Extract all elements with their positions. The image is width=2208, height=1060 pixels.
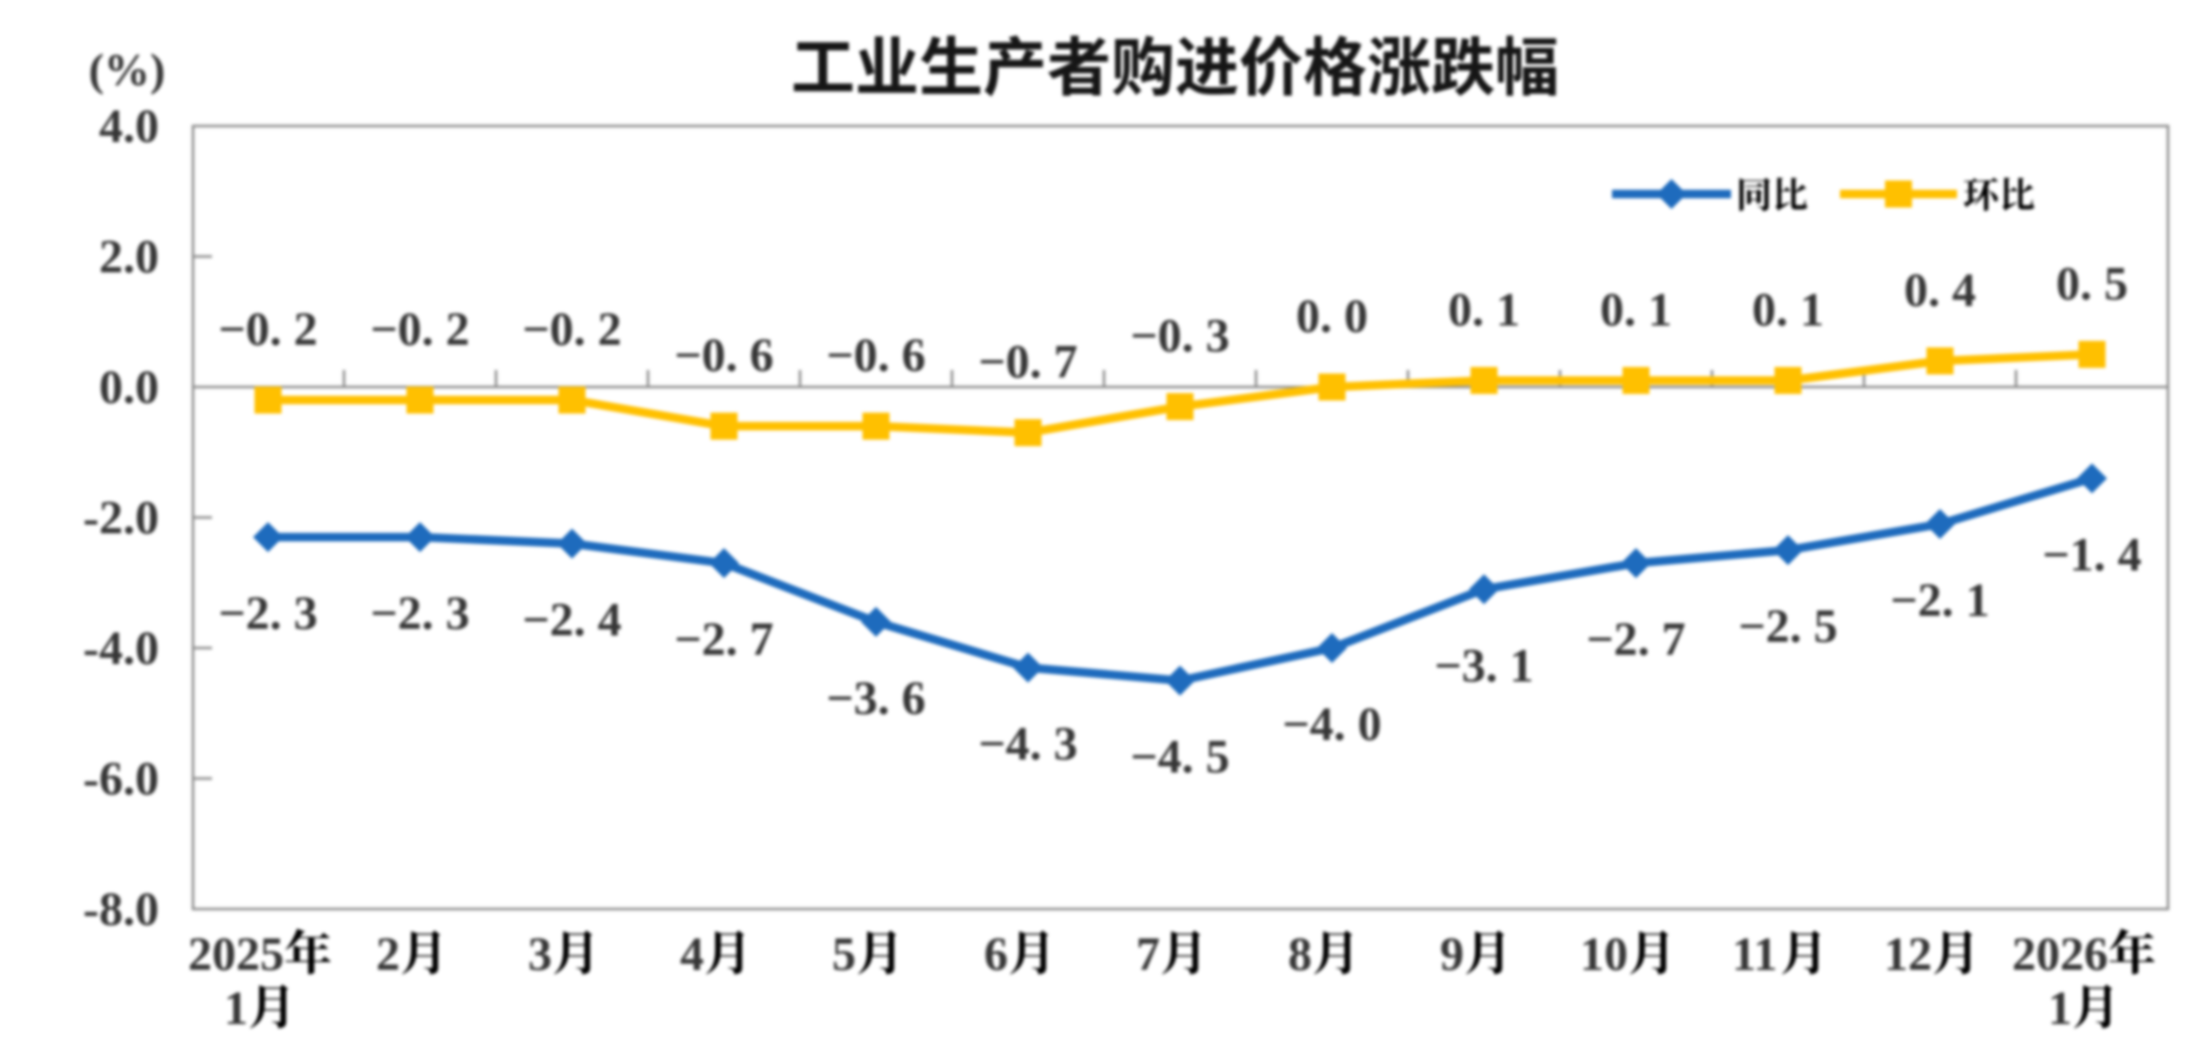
svg-text:10: 10 [1580,928,1628,981]
svg-text:−0. 7: −0. 7 [978,336,1077,389]
svg-text:(%): (%) [89,44,166,95]
svg-text:−2. 7: −2. 7 [674,613,773,666]
svg-text:−2. 1: −2. 1 [1890,574,1989,627]
svg-text:−2. 5: −2. 5 [1738,600,1837,653]
svg-text:−4. 5: −4. 5 [1130,731,1229,784]
svg-text:−2. 3: −2. 3 [370,587,469,640]
svg-text:0. 5: 0. 5 [2056,257,2128,310]
svg-text:6: 6 [984,928,1008,981]
svg-text:2: 2 [376,928,400,981]
svg-text:−0. 2: −0. 2 [218,303,317,356]
svg-text:2026: 2026 [2012,928,2108,981]
svg-text:−0. 6: −0. 6 [826,329,925,382]
svg-text:−0. 3: −0. 3 [1130,310,1229,363]
svg-text:−0. 2: −0. 2 [522,303,621,356]
svg-text:−0. 6: −0. 6 [674,329,773,382]
svg-text:11: 11 [1732,928,1777,981]
svg-text:1: 1 [224,982,248,1035]
svg-text:12: 12 [1884,928,1932,981]
svg-text:0. 1: 0. 1 [1752,284,1824,337]
svg-text:-6.0: -6.0 [83,753,159,806]
svg-text:0. 4: 0. 4 [1904,264,1976,317]
svg-text:4: 4 [680,928,704,981]
svg-text:−2. 3: −2. 3 [218,587,317,640]
svg-text:−2. 4: −2. 4 [522,594,621,647]
svg-text:-2.0: -2.0 [83,492,159,545]
svg-text:2025: 2025 [188,928,284,981]
svg-text:2.0: 2.0 [99,231,159,284]
svg-text:1: 1 [2048,982,2072,1035]
svg-text:3: 3 [528,928,552,981]
svg-text:7: 7 [1136,928,1160,981]
svg-text:0.0: 0.0 [99,361,159,414]
svg-text:−3. 6: −3. 6 [826,672,925,725]
svg-text:4.0: 4.0 [99,100,159,153]
svg-text:−0. 2: −0. 2 [370,303,469,356]
svg-text:-8.0: -8.0 [83,883,159,936]
svg-text:−4. 3: −4. 3 [978,718,1077,771]
svg-text:−1. 4: −1. 4 [2042,528,2141,581]
svg-text:0. 1: 0. 1 [1448,284,1520,337]
svg-text:-4.0: -4.0 [83,622,159,675]
svg-text:8: 8 [1288,928,1312,981]
svg-text:−2. 7: −2. 7 [1586,613,1685,666]
svg-text:0. 1: 0. 1 [1600,284,1672,337]
svg-text:−3. 1: −3. 1 [1434,639,1533,692]
svg-text:0. 0: 0. 0 [1296,290,1368,343]
svg-text:9: 9 [1440,928,1464,981]
svg-text:5: 5 [832,928,856,981]
svg-text:−4. 0: −4. 0 [1282,698,1381,751]
